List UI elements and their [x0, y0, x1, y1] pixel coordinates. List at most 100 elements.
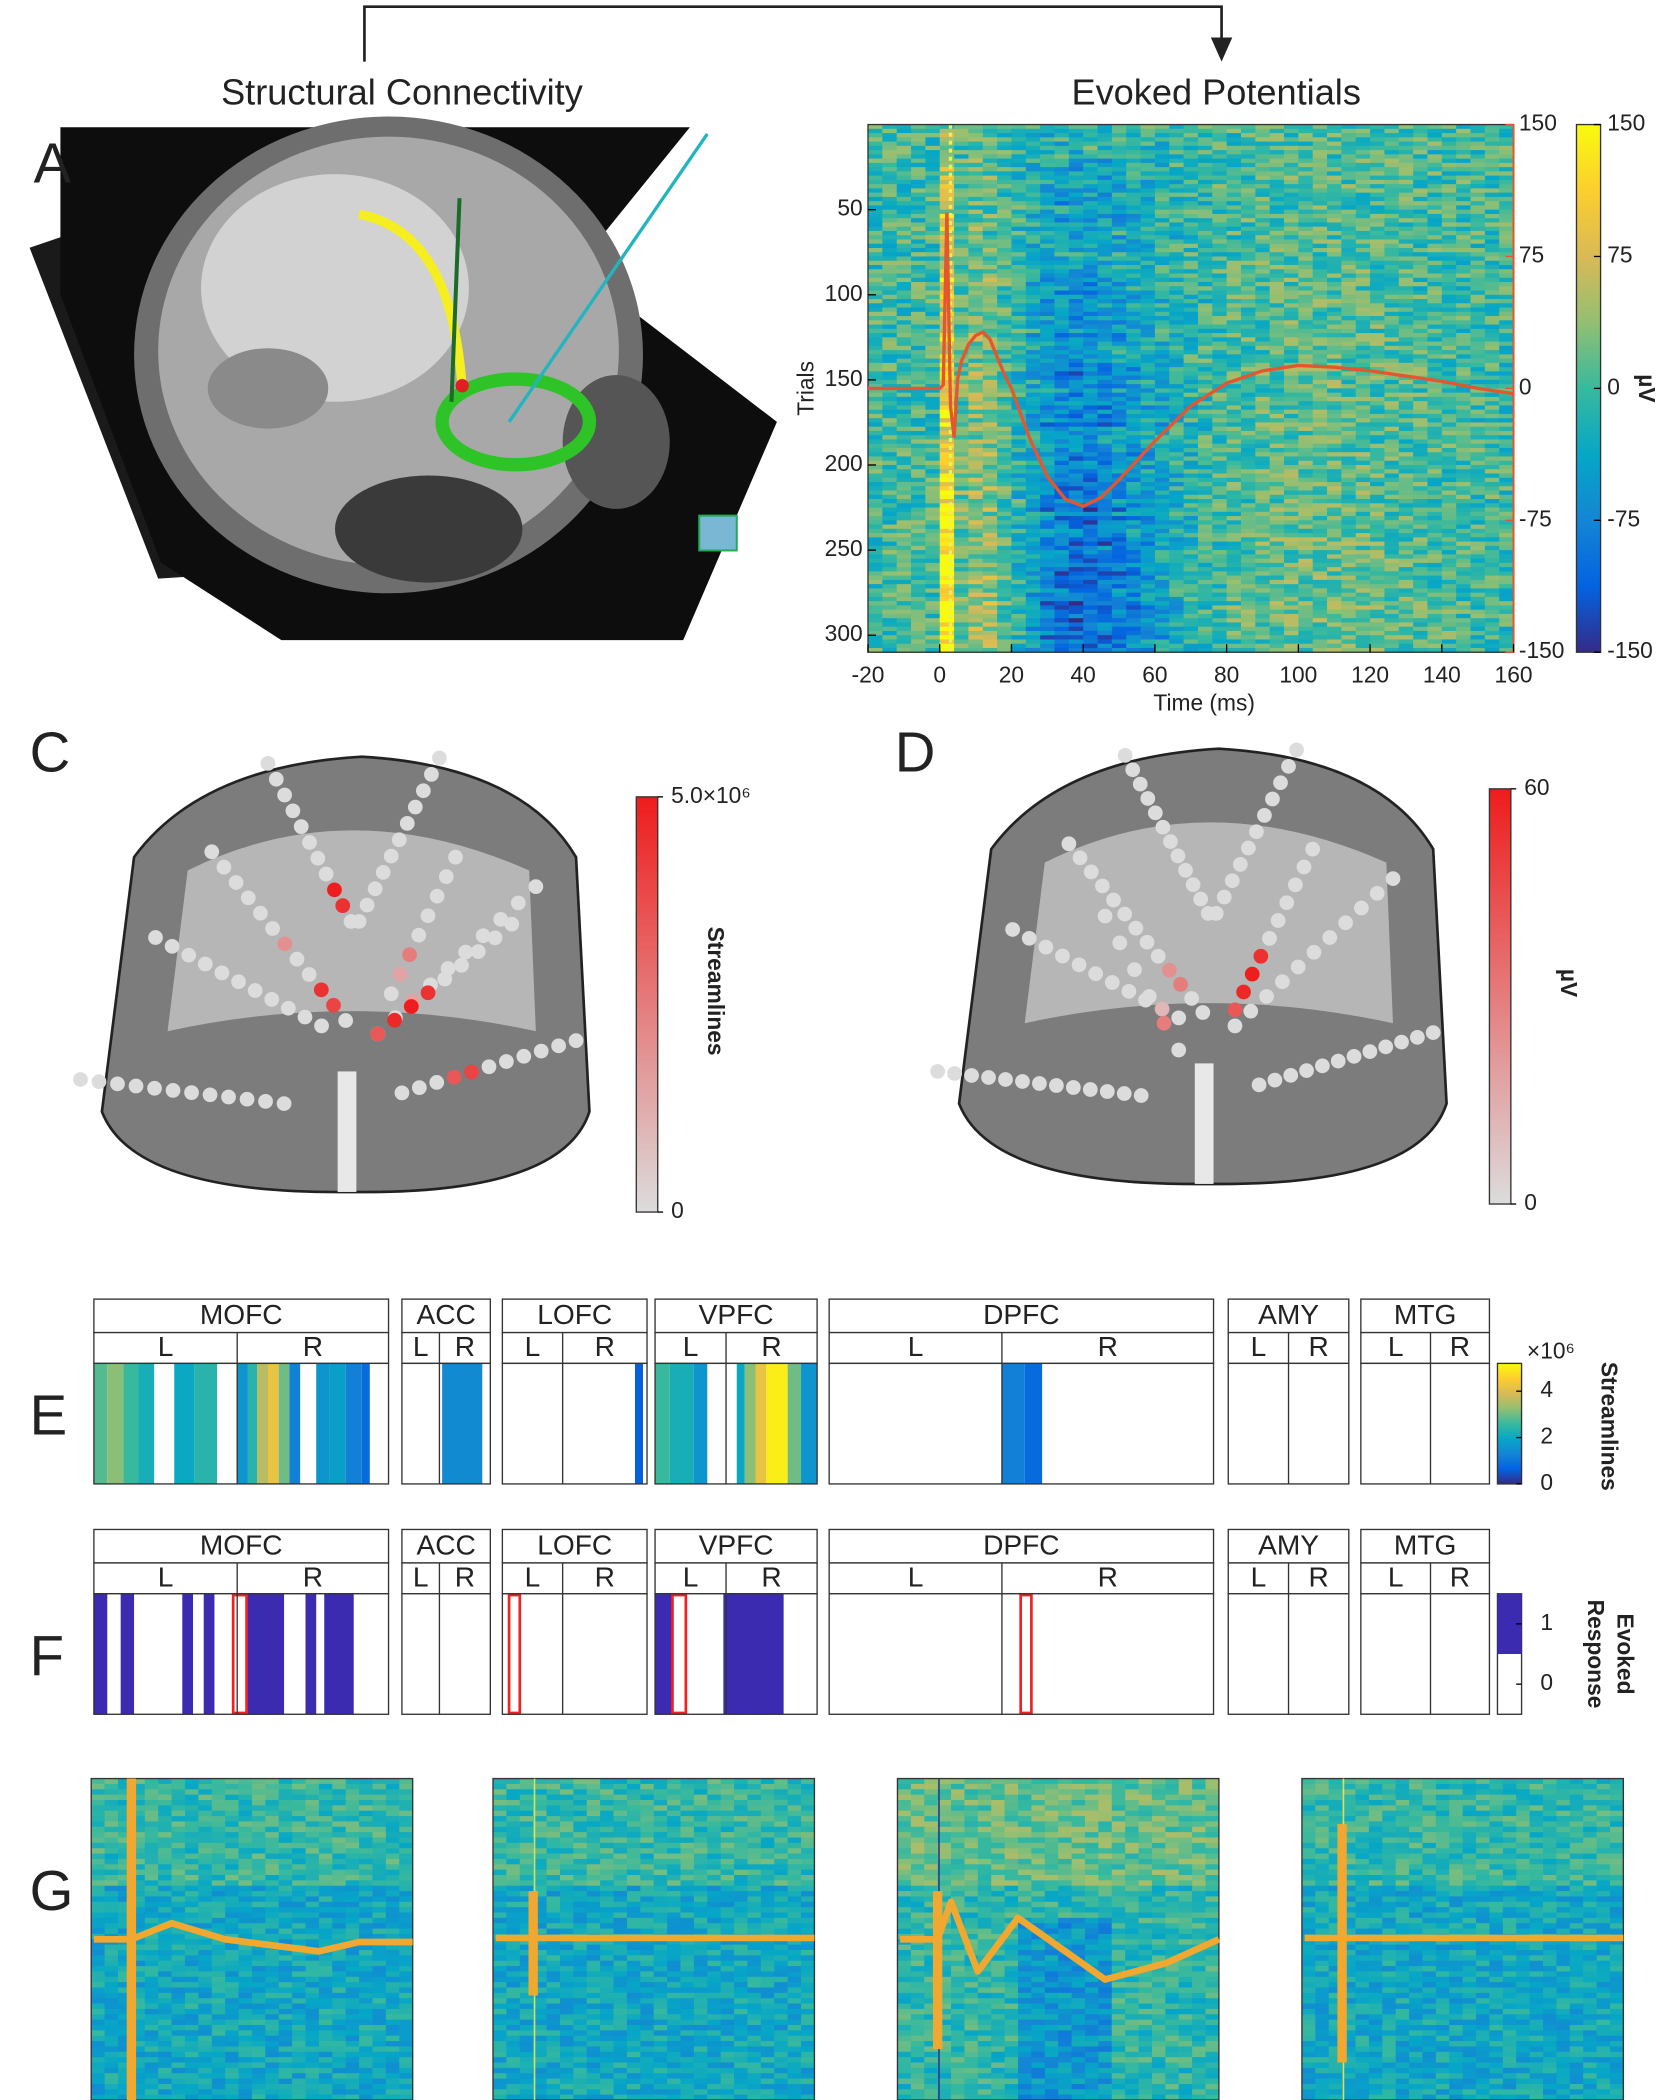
heatmap-cell	[1212, 158, 1228, 164]
heatmap-cell	[1441, 486, 1457, 492]
heatmap-cell	[1456, 562, 1472, 568]
heatmap-cell	[1255, 282, 1271, 287]
heatmap-cell	[1154, 545, 1170, 551]
heatmap-cell	[1097, 388, 1113, 394]
panel-letter: E	[30, 1384, 68, 1447]
heatmap-cell	[1169, 464, 1185, 470]
heatmap-cell	[1083, 558, 1099, 564]
heatmap-cell	[1126, 520, 1142, 526]
heatmap-cell	[1183, 179, 1199, 185]
heatmap-cell	[1284, 456, 1299, 462]
heatmap-cell	[1169, 303, 1185, 309]
heatmap-cell	[1226, 537, 1242, 543]
heatmap-cell	[925, 133, 941, 138]
heatmap-cell	[1456, 196, 1472, 202]
heatmap-cell	[1154, 388, 1170, 394]
heatmap-cell	[997, 141, 1012, 147]
heatmap-cell	[1154, 588, 1170, 594]
heatmap-cell	[1341, 558, 1357, 564]
heatmap-cell	[1427, 371, 1443, 377]
heatmap-cell	[1355, 430, 1371, 436]
heatmap-cell	[1312, 503, 1328, 509]
heatmap-cell	[1154, 294, 1170, 300]
heatmap-cell	[1413, 524, 1428, 530]
heatmap-cell	[1083, 128, 1099, 134]
heatmap-cell	[1097, 422, 1113, 428]
heatmap-cell	[968, 239, 984, 245]
heatmap-cell	[1456, 396, 1472, 402]
heatmap-cell	[1083, 320, 1099, 326]
heatmap-cell	[997, 337, 1012, 343]
heatmap-cell	[1197, 379, 1213, 385]
heatmap-cell	[982, 388, 998, 394]
heatmap-cell	[1011, 145, 1027, 151]
heatmap-cell	[954, 337, 969, 343]
heatmap-cell	[1284, 243, 1299, 249]
heatmap-cell	[968, 409, 984, 415]
heatmap-cell	[1413, 426, 1428, 432]
heatmap-cell	[1212, 303, 1228, 309]
heatmap-cell	[1083, 162, 1099, 168]
heatmap-cell	[1370, 145, 1385, 151]
heatmap-cell	[1499, 439, 1515, 445]
heatmap-cell	[882, 150, 898, 155]
heatmap-cell	[1413, 239, 1428, 245]
heatmap-cell	[1312, 354, 1328, 360]
heatmap-cell	[982, 226, 998, 232]
heatmap-cell	[1054, 550, 1070, 555]
heatmap-cell	[911, 141, 926, 147]
heatmap-cell	[882, 154, 898, 160]
heatmap-cell	[1312, 477, 1328, 483]
heatmap-cell	[1456, 256, 1472, 262]
heatmap-cell	[1040, 439, 1056, 445]
heatmap-cell	[1054, 452, 1070, 458]
heatmap-cell	[1470, 541, 1486, 547]
heatmap-cell	[1341, 545, 1357, 551]
heatmap-cell	[1341, 584, 1357, 589]
heatmap-cell	[1384, 154, 1400, 160]
heatmap-cell	[1484, 422, 1500, 428]
heatmap-cell	[982, 290, 998, 296]
heatmap-cell	[968, 392, 984, 398]
heatmap-cell	[1284, 469, 1299, 475]
heatmap-cell	[1140, 235, 1156, 240]
heatmap-cell	[1040, 230, 1056, 236]
heatmap-cell	[1341, 137, 1357, 143]
heatmap-cell	[1312, 328, 1328, 334]
heatmap-cell	[1384, 384, 1400, 389]
heatmap-cell	[1169, 426, 1185, 432]
heatmap-cell	[1456, 392, 1472, 398]
heatmap-cell	[939, 350, 955, 355]
heatmap-cell	[1169, 286, 1185, 292]
heatmap-cell	[1398, 201, 1414, 206]
heatmap-cell	[1284, 537, 1299, 543]
heatmap-cell	[868, 367, 883, 372]
heatmap-cell	[1183, 554, 1199, 560]
heatmap-cell	[1240, 150, 1256, 155]
heatmap-cell	[1284, 273, 1299, 279]
heatmap-cell	[1298, 473, 1314, 479]
heatmap-cell	[1427, 588, 1443, 594]
heatmap-cell	[1269, 533, 1285, 538]
heatmap-cell	[925, 507, 941, 513]
heatmap-cell	[882, 226, 898, 232]
heatmap-cell	[954, 528, 969, 534]
heatmap-cell	[1240, 247, 1256, 253]
heatmap-cell	[1370, 324, 1385, 330]
heatmap-cell	[1284, 341, 1299, 347]
heatmap-cell	[1068, 252, 1084, 258]
heatmap-cell	[1068, 362, 1084, 368]
heatmap-cell	[1140, 413, 1156, 419]
heatmap-cell	[882, 171, 898, 177]
heatmap-cell	[1255, 324, 1271, 330]
heatmap-cell	[1413, 499, 1428, 504]
heatmap-cell	[1226, 316, 1242, 321]
heatmap-cell	[1327, 456, 1342, 462]
heatmap-cell	[1413, 158, 1428, 164]
heatmap-cell	[1398, 422, 1414, 428]
heatmap-cell	[1154, 239, 1170, 245]
heatmap-cell	[925, 413, 941, 419]
heatmap-cell	[968, 218, 984, 223]
heatmap-cell	[1298, 456, 1314, 462]
heatmap-cell	[1269, 567, 1285, 572]
